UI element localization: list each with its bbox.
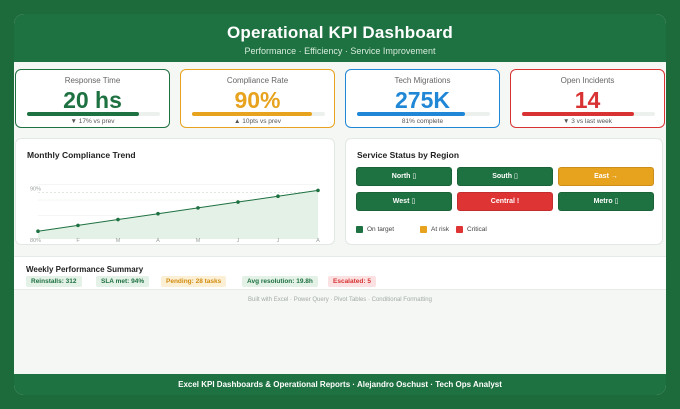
dashboard-frame: Operational KPI Dashboard Performance · …: [14, 14, 666, 395]
trend-point: [156, 211, 160, 216]
trend-point: [276, 194, 280, 199]
panel-title: Monthly Compliance Trend: [27, 150, 136, 160]
trend-point: [116, 217, 120, 222]
region-status-west[interactable]: West ▯: [356, 192, 452, 211]
trend-line: [37, 189, 319, 232]
kpi-card-response-time[interactable]: Response Time 20 hs ▼ 17% vs prev: [15, 69, 170, 128]
kpi-delta: ▼ 3 vs last week: [562, 118, 613, 125]
x-tick-label: J: [277, 238, 280, 244]
kpi-delta: ▲ 10pts vs prev: [234, 118, 281, 125]
kpi-label: Tech Migrations: [394, 76, 451, 85]
kpi-value: 20 hs: [63, 87, 122, 113]
kpi-progress-fill: [27, 112, 139, 116]
weekly-summary: Weekly Performance Summary Reinstalls: 3…: [14, 256, 666, 290]
region-status-south[interactable]: South ▯: [457, 167, 553, 186]
summary-title: Weekly Performance Summary: [26, 265, 144, 274]
legend-label: At risk: [431, 226, 450, 233]
x-tick-label: J: [237, 238, 240, 244]
kpi-progress-track: [27, 112, 160, 116]
region-status-panel: Service Status by Region: [345, 138, 663, 245]
dashboard-header: Operational KPI Dashboard Performance · …: [14, 14, 666, 62]
x-tick-label: M: [116, 238, 121, 244]
kpi-label: Response Time: [64, 76, 121, 85]
trend-point: [36, 229, 40, 234]
kpi-progress-fill: [522, 112, 634, 116]
x-tick-label: A: [316, 238, 320, 244]
x-tick-label: F: [76, 238, 80, 244]
tools-footnote: Built with Excel · Power Query · Pivot T…: [248, 297, 432, 303]
summary-pill: Escalated: 5: [328, 276, 376, 287]
kpi-card-compliance-rate[interactable]: Compliance Rate 90% ▲ 10pts vs prev: [180, 69, 335, 128]
trend-area: [38, 190, 318, 239]
start-label: 80%: [30, 238, 41, 244]
kpi-delta: ▼ 17% vs prev: [70, 118, 115, 125]
compliance-trend-chart: 90% 80% F M A M J J A: [30, 184, 320, 244]
target-label: 90%: [30, 186, 41, 192]
region-status-north[interactable]: North ▯: [356, 167, 452, 186]
kpi-progress-fill: [192, 112, 312, 116]
footer-banner: Excel KPI Dashboards & Operational Repor…: [14, 374, 666, 395]
x-tick-label: M: [196, 238, 201, 244]
region-status-central[interactable]: Central !: [457, 192, 553, 211]
kpi-progress-track: [522, 112, 655, 116]
summary-pill: Avg resolution: 19.8h: [242, 276, 318, 287]
kpi-delta: 81% complete: [401, 118, 444, 125]
kpi-value: 14: [574, 87, 601, 113]
summary-pill: Reinstalls: 312: [26, 276, 82, 287]
page-title: Operational KPI Dashboard: [226, 23, 454, 42]
region-status-metro[interactable]: Metro ▯: [558, 192, 654, 211]
trend-point: [196, 206, 200, 210]
legend-item: Critical: [456, 226, 487, 233]
legend-swatch: [456, 226, 463, 233]
compliance-trend-panel: Monthly Compliance Trend 90% 80% F M A M J J A: [15, 138, 335, 245]
legend-item: At risk: [420, 226, 449, 233]
trend-point: [316, 188, 320, 193]
x-tick-label: A: [156, 238, 160, 244]
summary-pill: Pending: 28 tasks: [161, 276, 227, 287]
kpi-label: Compliance Rate: [226, 76, 289, 85]
trend-point: [76, 223, 80, 228]
legend-item: On target: [356, 226, 394, 233]
legend-swatch: [356, 226, 363, 233]
kpi-card-open-incidents[interactable]: Open Incidents 14 ▼ 3 vs last week: [510, 69, 665, 128]
kpi-value: 90%: [234, 87, 281, 113]
legend-label: On target: [367, 226, 395, 233]
summary-pill: SLA met: 94%: [96, 276, 150, 287]
page-subtitle: Performance · Efficiency · Service Impro…: [244, 46, 436, 56]
kpi-progress-track: [357, 112, 490, 116]
kpi-progress-fill: [357, 112, 465, 116]
kpi-label: Open Incidents: [560, 76, 615, 85]
kpi-progress-track: [192, 112, 325, 116]
panel-title: Service Status by Region: [357, 150, 460, 160]
kpi-card-tech-migrations[interactable]: Tech Migrations 275K 81% complete: [345, 69, 500, 128]
legend-swatch: [420, 226, 427, 233]
region-status-east[interactable]: East →: [558, 167, 654, 186]
trend-point: [236, 200, 240, 204]
kpi-value: 275K: [395, 87, 450, 113]
legend-label: Critical: [467, 226, 487, 233]
